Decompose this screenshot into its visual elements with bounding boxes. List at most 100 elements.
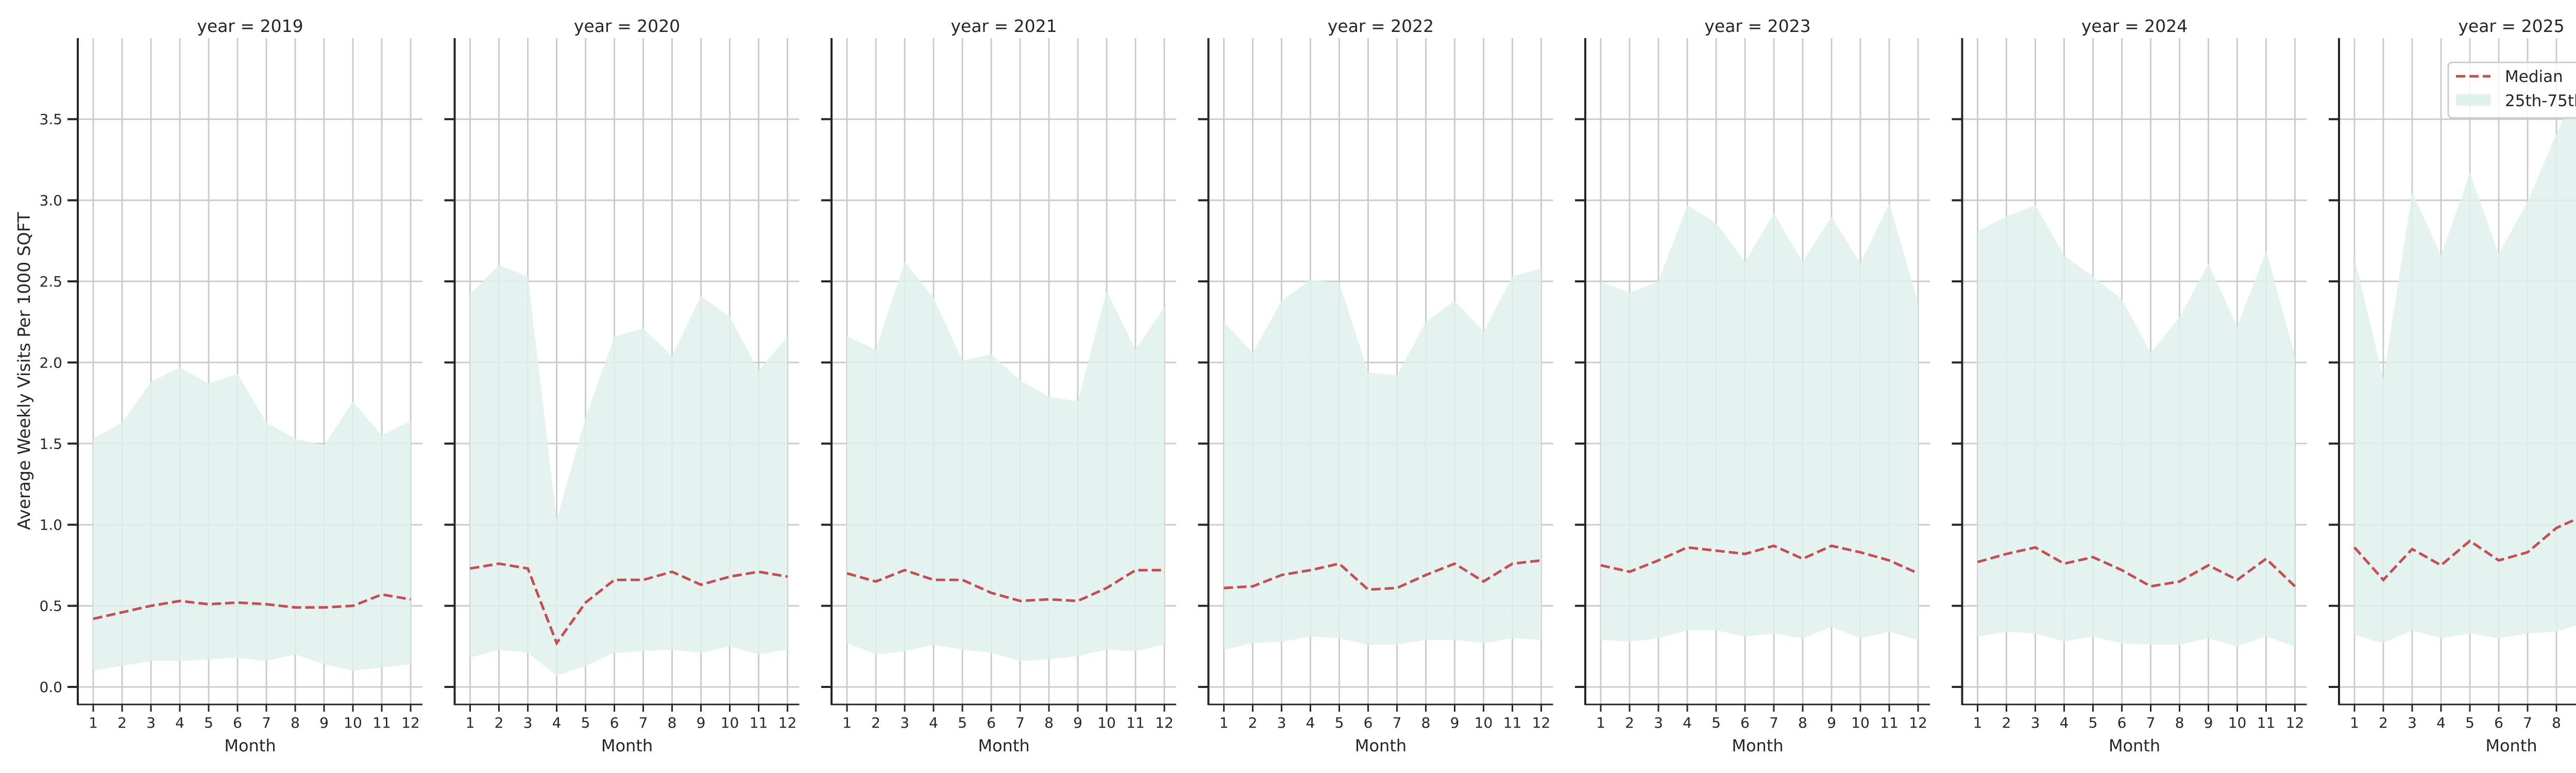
median-line <box>470 562 788 646</box>
x-tick-label: 5 <box>2089 714 2098 731</box>
x-tick-label: 3 <box>146 714 156 731</box>
x-tick-label: 10 <box>1475 714 1493 731</box>
x-tick-label: 5 <box>1711 714 1721 731</box>
x-tick-label: 12 <box>1909 714 1927 731</box>
x-tick-label: 9 <box>1827 714 1836 731</box>
x-tick-label: 6 <box>2117 714 2127 731</box>
x-tick-label: 4 <box>2436 714 2446 731</box>
x-tick-label: 11 <box>750 714 768 731</box>
x-tick-label: 7 <box>1769 714 1778 731</box>
x-tick-label: 2 <box>2002 714 2011 731</box>
percentile-band <box>847 262 1164 661</box>
x-tick-label: 2 <box>2379 714 2388 731</box>
x-tick-label: 6 <box>2494 714 2503 731</box>
x-tick-label: 8 <box>1798 714 1807 731</box>
x-tick-label: 8 <box>291 714 300 731</box>
x-tick-label: 4 <box>1306 714 1315 731</box>
x-tick-label: 12 <box>1532 714 1551 731</box>
percentile-band <box>470 265 788 676</box>
x-tick-label: 11 <box>2257 714 2276 731</box>
x-tick-label: 9 <box>1450 714 1460 731</box>
x-tick-label: 1 <box>466 714 475 731</box>
x-tick-label: 12 <box>2286 714 2304 731</box>
x-axis-label: Month <box>978 736 1029 755</box>
x-tick-label: 7 <box>2146 714 2156 731</box>
facet-title: year = 2019 <box>197 16 303 36</box>
x-tick-label: 2 <box>871 714 880 731</box>
x-tick-label: 7 <box>639 714 648 731</box>
x-tick-label: 4 <box>2060 714 2069 731</box>
x-tick-label: 11 <box>372 714 391 731</box>
x-tick-label: 3 <box>2408 714 2417 731</box>
x-tick-label: 7 <box>2523 714 2532 731</box>
panel-2019: 0.00.51.01.52.02.53.03.51 2 3 4 5 6 7 8 9 10 11 12M… <box>39 16 422 755</box>
x-tick-label: 11 <box>1126 714 1145 731</box>
x-tick-label: 11 <box>1880 714 1899 731</box>
x-tick-label: 12 <box>401 714 420 731</box>
x-tick-label: 3 <box>2031 714 2040 731</box>
x-tick-label: 1 <box>89 714 98 731</box>
legend-band-swatch <box>2456 94 2490 106</box>
median-line <box>846 568 1164 602</box>
x-tick-label: 12 <box>778 714 797 731</box>
x-axis-label: Month <box>1355 736 1406 755</box>
x-tick-label: 10 <box>1851 714 1870 731</box>
x-axis-label: Month <box>601 736 653 755</box>
x-tick-label: 6 <box>610 714 619 731</box>
percentile-band <box>1224 268 1541 650</box>
x-tick-label: 6 <box>1364 714 1373 731</box>
x-tick-label: 8 <box>2175 714 2184 731</box>
x-tick-label: 4 <box>552 714 562 731</box>
x-tick-label: 8 <box>1421 714 1431 731</box>
x-axis-label: Month <box>224 736 276 755</box>
y-axis-label: Average Weekly Visits Per 1000 SQFT <box>14 212 34 530</box>
y-tick-label: 1.0 <box>39 516 62 533</box>
facet-title: year = 2024 <box>2081 16 2188 36</box>
y-tick-label: 1.5 <box>39 435 62 452</box>
x-tick-label: 2 <box>1625 714 1634 731</box>
x-tick-label: 4 <box>1683 714 1692 731</box>
median-line <box>1224 559 1541 591</box>
x-tick-label: 4 <box>175 714 184 731</box>
x-tick-label: 10 <box>344 714 362 731</box>
x-tick-label: 5 <box>958 714 967 731</box>
x-tick-label: 9 <box>1073 714 1082 731</box>
x-tick-label: 1 <box>1596 714 1605 731</box>
y-tick-label: 2.5 <box>39 273 62 290</box>
x-tick-label: 1 <box>1219 714 1229 731</box>
x-tick-label: 5 <box>581 714 590 731</box>
y-tick-label: 2.0 <box>39 354 62 371</box>
facet-title: year = 2025 <box>2458 16 2564 36</box>
x-tick-label: 8 <box>1044 714 1054 731</box>
x-tick-label: 7 <box>1393 714 1402 731</box>
x-tick-label: 3 <box>1277 714 1286 731</box>
x-tick-label: 5 <box>2465 714 2475 731</box>
x-tick-label: 8 <box>2552 714 2561 731</box>
legend-band-label: 25th-75th Percentile <box>2505 92 2576 110</box>
y-tick-label: 0.5 <box>39 598 62 615</box>
median-line <box>93 593 411 620</box>
x-tick-label: 3 <box>1654 714 1663 731</box>
x-tick-label: 2 <box>495 714 504 731</box>
x-tick-label: 7 <box>1015 714 1025 731</box>
percentile-band <box>1977 205 2295 647</box>
median-line <box>1977 546 2296 588</box>
x-tick-label: 6 <box>987 714 996 731</box>
x-tick-label: 5 <box>204 714 213 731</box>
x-tick-label: 9 <box>319 714 329 731</box>
y-tick-label: 0.0 <box>39 679 62 696</box>
x-tick-label: 10 <box>2228 714 2247 731</box>
x-tick-label: 3 <box>900 714 909 731</box>
x-tick-label: 2 <box>117 714 127 731</box>
x-tick-label: 7 <box>262 714 271 731</box>
x-tick-label: 8 <box>668 714 677 731</box>
facet-title: year = 2022 <box>1328 16 1434 36</box>
x-tick-label: 12 <box>1155 714 1174 731</box>
percentile-band <box>2354 91 2576 644</box>
